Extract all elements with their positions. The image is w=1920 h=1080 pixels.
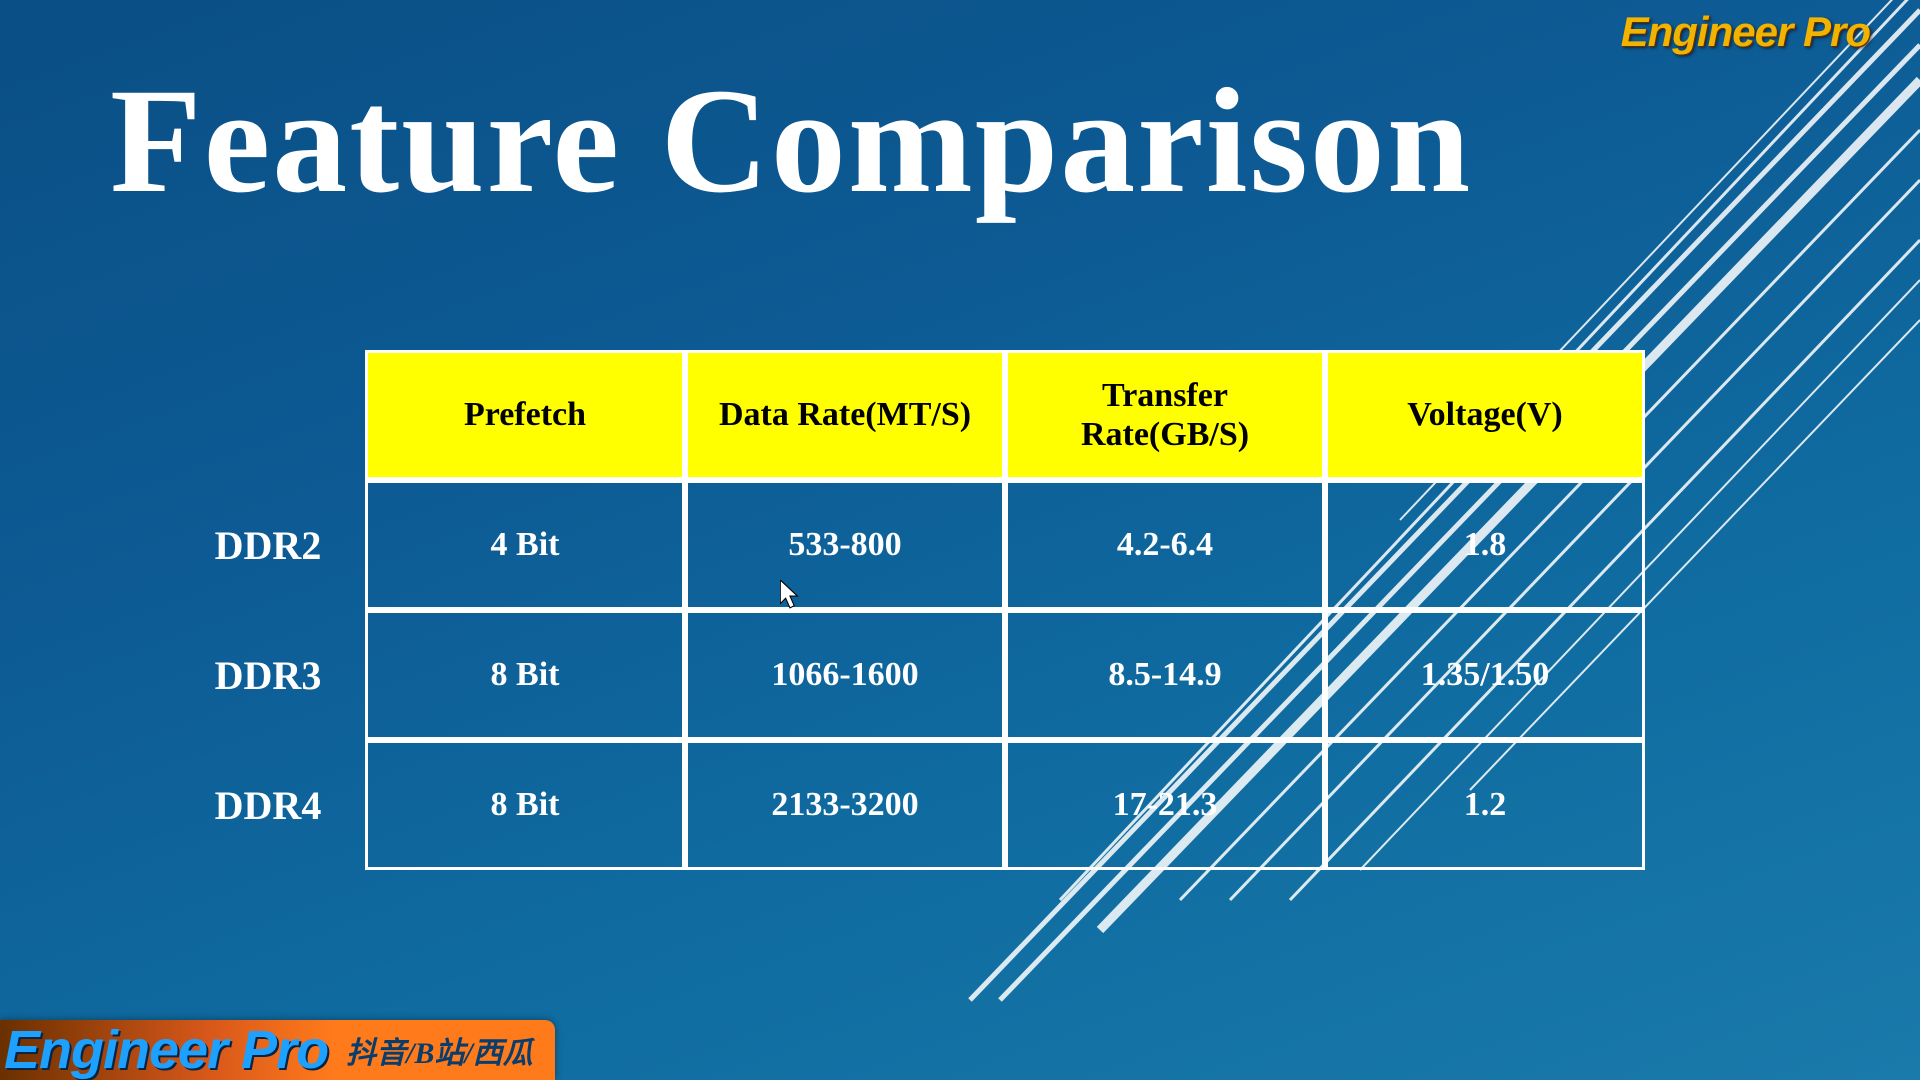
cell-ddr4-datarate: 2133-3200 [685,740,1005,870]
row-label-ddr4: DDR4 [185,740,365,870]
row-label-ddr3: DDR3 [185,610,365,740]
cell-ddr2-datarate: 533-800 [685,480,1005,610]
cell-ddr3-voltage: 1.35/1.50 [1325,610,1645,740]
cell-ddr4-voltage: 1.2 [1325,740,1645,870]
col-header-transfer-rate: Transfer Rate(GB/S) [1005,350,1325,480]
row-label-ddr2: DDR2 [185,480,365,610]
col-header-prefetch: Prefetch [365,350,685,480]
cell-ddr4-prefetch: 8 Bit [365,740,685,870]
cell-ddr2-prefetch: 4 Bit [365,480,685,610]
cell-ddr2-voltage: 1.8 [1325,480,1645,610]
banner-brand: Engineer Pro [4,1020,328,1080]
slide-title: Feature Comparison [110,55,1472,227]
slide-root: Feature Comparison Engineer Pro Prefetch… [0,0,1920,1080]
cell-ddr2-transfer: 4.2-6.4 [1005,480,1325,610]
cell-ddr3-transfer: 8.5-14.9 [1005,610,1325,740]
cell-ddr3-prefetch: 8 Bit [365,610,685,740]
banner-subtitle: 抖音/B站/西瓜 [346,1028,533,1072]
col-header-voltage: Voltage(V) [1325,350,1645,480]
table-corner-empty [185,350,365,480]
col-header-data-rate: Data Rate(MT/S) [685,350,1005,480]
cell-ddr4-transfer: 17-21.3 [1005,740,1325,870]
cell-ddr3-datarate: 1066-1600 [685,610,1005,740]
watermark-top-right: Engineer Pro [1621,8,1870,56]
watermark-banner-bottom-left: Engineer Pro 抖音/B站/西瓜 [0,1020,555,1080]
comparison-table: Prefetch Data Rate(MT/S) Transfer Rate(G… [185,350,1645,870]
